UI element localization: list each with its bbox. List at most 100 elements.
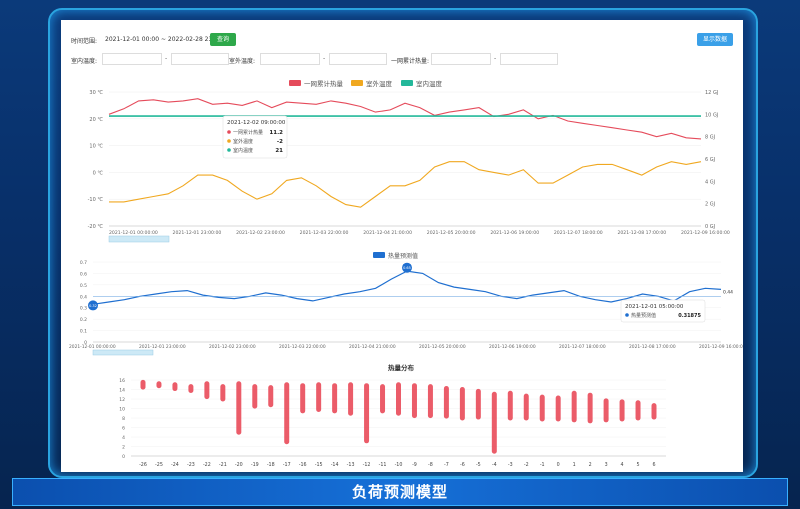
y-left-tick-label: 20 ℃ bbox=[89, 117, 103, 123]
main-panel: 时间范围: 2021-12-01 00:00 ~ 2022-02-28 23:5… bbox=[61, 20, 743, 472]
max-marker-label: 0.65 bbox=[403, 266, 411, 270]
x-tick-label: -23 bbox=[187, 462, 195, 468]
outdoor-temp-label: 室外温度: bbox=[229, 58, 256, 65]
indoor-temp-max-input[interactable] bbox=[171, 53, 229, 65]
x-tick-label: -8 bbox=[428, 462, 433, 468]
tooltip-dot bbox=[227, 148, 231, 152]
y-tick-label: 10 bbox=[119, 407, 125, 413]
show-data-button[interactable]: 显示数据 bbox=[697, 33, 733, 46]
x-tick-label: -17 bbox=[283, 462, 291, 468]
x-tick-label: -16 bbox=[299, 462, 307, 468]
x-tick-label: 2021-12-01 23:00:00 bbox=[173, 230, 222, 236]
x-tick-label: 2021-12-08 17:00:00 bbox=[629, 344, 676, 350]
legend-swatch bbox=[401, 80, 413, 86]
tooltip-dot bbox=[625, 313, 629, 317]
legend-swatch bbox=[289, 80, 301, 86]
series-line bbox=[109, 161, 702, 208]
outdoor-temp-max-input[interactable] bbox=[329, 53, 387, 65]
x-tick-label: 2021-12-05 20:00:00 bbox=[427, 230, 476, 236]
x-tick-label: 2021-12-07 18:00:00 bbox=[554, 230, 603, 236]
forecast-line bbox=[92, 270, 722, 305]
tooltip-series-value: 11.2 bbox=[269, 130, 283, 136]
x-tick-label: -22 bbox=[203, 462, 211, 468]
x-tick-label: 2021-12-05 20:00:00 bbox=[419, 344, 466, 350]
tooltip-series-value: 0.31875 bbox=[678, 313, 701, 319]
y-tick-label: 0.1 bbox=[80, 329, 87, 335]
tooltip-series-name: 热量预测值 bbox=[631, 312, 656, 319]
x-tick-label: 2021-12-01 00:00:00 bbox=[69, 344, 116, 350]
y-right-tick-label: 10 GJ bbox=[705, 112, 718, 118]
y-left-tick-label: 30 ℃ bbox=[89, 90, 103, 96]
x-tick-label: -26 bbox=[139, 462, 147, 468]
x-tick-label: -13 bbox=[347, 462, 355, 468]
tooltip-box bbox=[620, 299, 706, 323]
y-left-tick-label: -20 ℃ bbox=[88, 224, 104, 230]
x-tick-label: -9 bbox=[412, 462, 417, 468]
y-tick-label: 0 bbox=[84, 340, 87, 346]
x-tick-label: -3 bbox=[508, 462, 513, 468]
legend-swatch bbox=[351, 80, 363, 86]
y-left-tick-label: 0 ℃ bbox=[93, 170, 104, 176]
zoom-slider bbox=[108, 235, 170, 243]
x-tick-label: -11 bbox=[379, 462, 387, 468]
x-tick-label: -4 bbox=[492, 462, 497, 468]
y-left-tick-label: -10 ℃ bbox=[88, 197, 104, 203]
x-tick-label: -21 bbox=[219, 462, 227, 468]
min-marker-label: 0.32 bbox=[89, 304, 97, 308]
x-tick-label: 4 bbox=[621, 462, 624, 468]
time-range-input[interactable]: 2021-12-01 00:00 ~ 2022-02-28 23:59 bbox=[105, 36, 222, 43]
tooltip-time: 2021-12-01 05:00:00 bbox=[625, 304, 684, 310]
x-tick-label: 6 bbox=[652, 462, 655, 468]
y-tick-label: 12 bbox=[119, 397, 125, 403]
tooltip-series-name: 室外温度 bbox=[233, 138, 253, 145]
query-button[interactable]: 查询 bbox=[210, 33, 236, 46]
x-tick-label: 2021-12-01 23:00:00 bbox=[139, 344, 186, 350]
x-tick-label: 2021-12-04 21:00:00 bbox=[349, 344, 396, 350]
x-tick-label: 2021-12-06 19:00:00 bbox=[490, 230, 539, 236]
x-tick-label: 2021-12-06 19:00:00 bbox=[489, 344, 536, 350]
dash: - bbox=[494, 55, 497, 62]
tooltip-series-name: 一网累计热量 bbox=[233, 129, 263, 136]
time-range-label: 时间范围: bbox=[71, 38, 98, 45]
x-tick-label: -12 bbox=[363, 462, 371, 468]
y-tick-label: 4 bbox=[122, 435, 125, 441]
x-tick-label: 3 bbox=[605, 462, 608, 468]
y-right-tick-label: 8 GJ bbox=[705, 135, 715, 141]
x-tick-label: 5 bbox=[637, 462, 640, 468]
legend-label: 室外温度 bbox=[366, 79, 393, 88]
x-tick-label: -15 bbox=[315, 462, 323, 468]
y-right-tick-label: 12 GJ bbox=[705, 90, 718, 96]
heat-max-input[interactable] bbox=[500, 53, 558, 65]
tooltip-series-name: 室内温度 bbox=[233, 147, 253, 154]
indoor-temp-min-input[interactable] bbox=[102, 53, 162, 65]
x-tick-label: 2021-12-09 16:00:00 bbox=[681, 230, 730, 236]
chart-title: 热量分布 bbox=[388, 363, 415, 372]
x-tick-label: 2021-12-07 18:00:00 bbox=[559, 344, 606, 350]
x-tick-label: 2021-12-03 22:00:00 bbox=[279, 344, 326, 350]
x-tick-label: 1 bbox=[573, 462, 576, 468]
min-marker bbox=[88, 300, 98, 311]
y-tick-label: 0.5 bbox=[80, 283, 87, 289]
x-tick-label: -19 bbox=[251, 462, 259, 468]
tooltip-series-value: -2 bbox=[277, 139, 283, 145]
y-right-tick-label: 2 GJ bbox=[705, 202, 715, 208]
x-tick-label: 2021-12-09 16:00:00 bbox=[699, 344, 743, 350]
legend-label: 室内温度 bbox=[416, 79, 443, 88]
x-tick-label: 2 bbox=[589, 462, 592, 468]
y-right-tick-label: 6 GJ bbox=[705, 157, 715, 163]
x-tick-label: -7 bbox=[444, 462, 449, 468]
heat-min-input[interactable] bbox=[431, 53, 491, 65]
dash: - bbox=[323, 55, 326, 62]
y-tick-label: 0.2 bbox=[80, 317, 87, 323]
tooltip-time: 2021-12-02 09:00:00 bbox=[227, 120, 286, 126]
x-tick-label: 2021-12-02 23:00:00 bbox=[236, 230, 285, 236]
caption-title: 负荷预测模型 bbox=[351, 483, 448, 501]
zoom-slider bbox=[92, 349, 154, 356]
x-tick-label: 0 bbox=[557, 462, 560, 468]
outdoor-temp-min-input[interactable] bbox=[260, 53, 320, 65]
tooltip-dot bbox=[227, 130, 231, 134]
x-tick-label: -10 bbox=[395, 462, 403, 468]
last-value-label: 0.44 bbox=[723, 290, 733, 296]
